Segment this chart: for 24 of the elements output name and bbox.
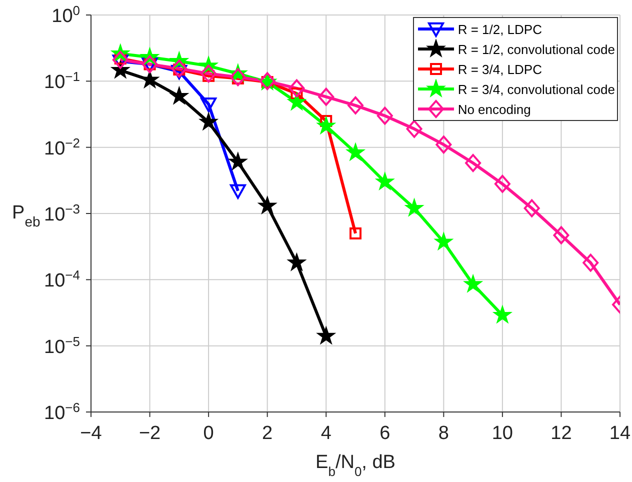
legend-label: No encoding <box>458 102 531 116</box>
y-tick-label: 10$^{−6}$ <box>44 400 80 424</box>
x-tick-label: 2 <box>262 423 273 444</box>
y-tick-label: 10$^{−5}$ <box>44 333 80 358</box>
y-tick-label: 10$^{−3}$ <box>44 201 80 226</box>
legend-label: R = 1/2, LDPC <box>458 22 542 36</box>
x-tick-label: 6 <box>380 423 390 444</box>
x-tick-label: 14 <box>609 423 631 444</box>
legend-label: R = 3/4, LDPC <box>458 62 542 76</box>
x-tick-label: 0 <box>203 423 214 444</box>
x-tick-label: 12 <box>550 423 572 444</box>
x-axis-title: E$_{b}$/N$_{0}$, dB <box>316 452 396 478</box>
y-axis-title: P$_{eb}$ <box>12 202 40 230</box>
legend-label: R = 1/2, convolutional code <box>458 42 615 56</box>
x-tick-label: 8 <box>438 423 449 444</box>
y-tick-label: 10$^{−2}$ <box>44 134 80 160</box>
x-tick-label: −2 <box>138 423 161 444</box>
y-tick-label: 10$^{0}$ <box>52 2 80 27</box>
x-tick-label: 4 <box>320 423 332 444</box>
x-tick-label: −4 <box>80 423 102 444</box>
x-tick-label: 10 <box>492 423 514 444</box>
legend-label: R = 3/4, convolutional code <box>458 82 615 96</box>
y-tick-label: 10$^{−4}$ <box>44 267 80 292</box>
y-tick-label: 10$^{−1}$ <box>44 68 80 94</box>
